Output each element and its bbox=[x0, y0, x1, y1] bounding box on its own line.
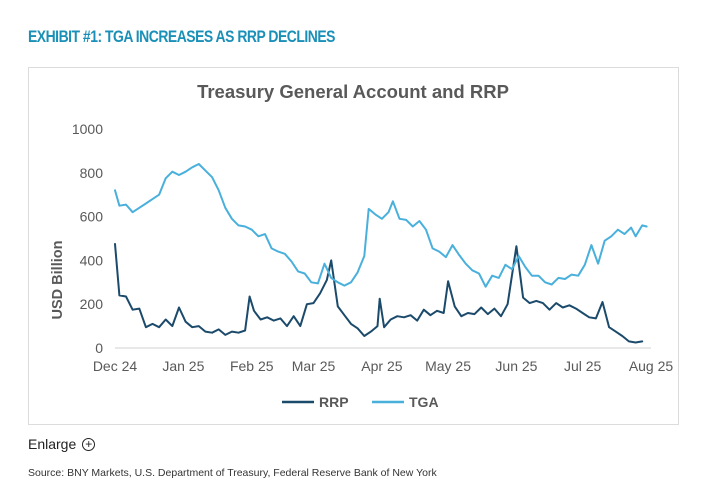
x-tick-label: Dec 24 bbox=[93, 358, 138, 374]
x-tick-label: Jul 25 bbox=[564, 358, 602, 374]
chart-title: Treasury General Account and RRP bbox=[197, 81, 509, 102]
y-tick-label: 1000 bbox=[72, 121, 103, 137]
y-tick-labels: 0 200 400 600 800 1000 bbox=[72, 121, 103, 356]
chart-legend: RRP TGA bbox=[282, 394, 439, 410]
exhibit-title: EXHIBIT #1: TGA INCREASES AS RRP DECLINE… bbox=[28, 27, 335, 46]
x-tick-label: Aug 25 bbox=[629, 358, 674, 374]
rrp-series-line bbox=[114, 243, 644, 344]
legend-label-tga: TGA bbox=[409, 394, 439, 410]
x-tick-label: Jun 25 bbox=[495, 358, 537, 374]
chart-container: Treasury General Account and RRP USD Bil… bbox=[28, 67, 679, 425]
x-tick-label: Apr 25 bbox=[361, 358, 402, 374]
y-tick-label: 400 bbox=[80, 252, 104, 268]
tga-series-line bbox=[114, 163, 648, 288]
chart-svg: Treasury General Account and RRP USD Bil… bbox=[50, 81, 674, 410]
series-layer bbox=[114, 163, 648, 344]
x-tick-label: Jan 25 bbox=[162, 358, 204, 374]
y-tick-label: 200 bbox=[80, 296, 104, 312]
source-note: Source: BNY Markets, U.S. Department of … bbox=[28, 467, 437, 479]
legend-label-rrp: RRP bbox=[319, 394, 349, 410]
y-tick-label: 0 bbox=[95, 340, 103, 356]
y-axis-label: USD Billion bbox=[50, 241, 66, 320]
x-tick-label: Mar 25 bbox=[292, 358, 336, 374]
enlarge-button[interactable]: Enlarge + bbox=[28, 436, 96, 452]
plus-circle-icon: + bbox=[82, 437, 96, 451]
enlarge-label: Enlarge bbox=[28, 436, 77, 452]
x-tick-label: Feb 25 bbox=[230, 358, 274, 374]
y-tick-label: 600 bbox=[80, 209, 104, 225]
x-tick-label: May 25 bbox=[425, 358, 471, 374]
x-tick-labels: Dec 24 Jan 25 Feb 25 Mar 25 Apr 25 May 25 Jun … bbox=[93, 358, 674, 374]
y-tick-label: 800 bbox=[80, 165, 104, 181]
